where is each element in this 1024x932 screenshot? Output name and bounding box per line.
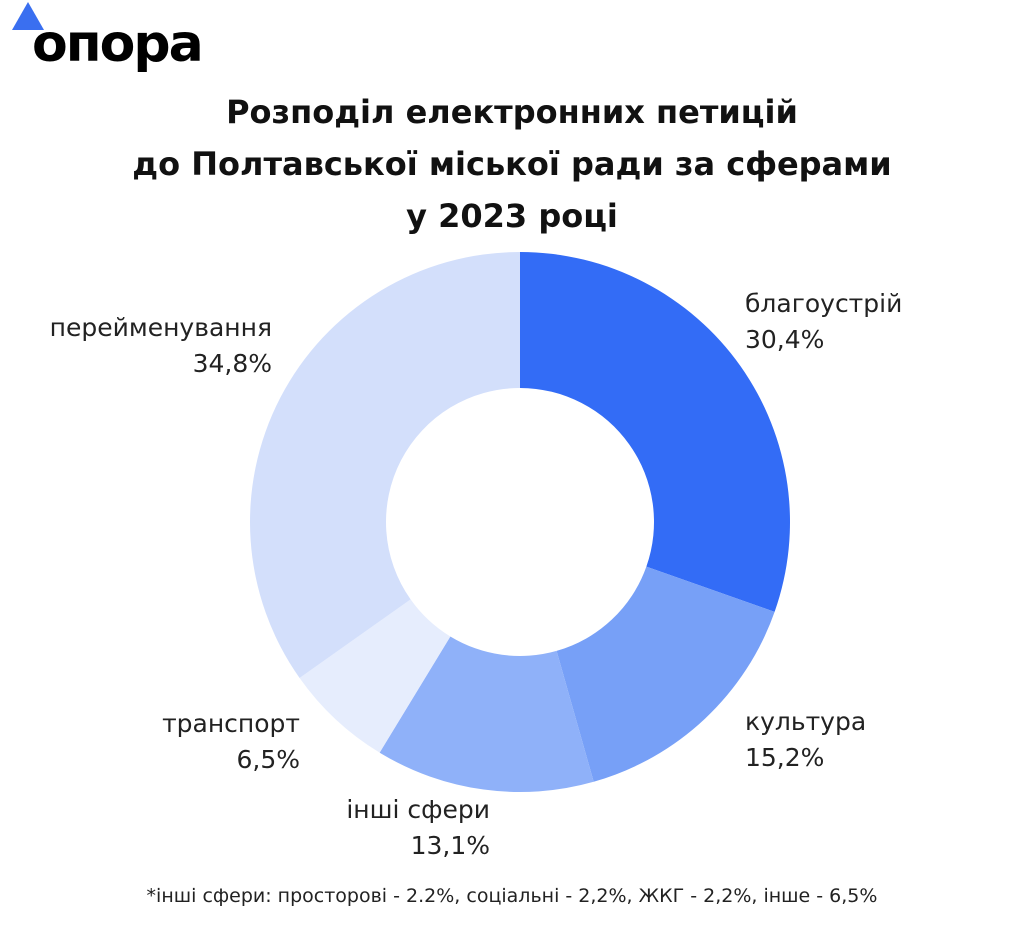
- slice-label-text: благоустрій: [745, 289, 903, 318]
- slice-label-blagoustrii: благоустрій 30,4%: [745, 286, 902, 358]
- slice-label-text: інші сфери: [346, 795, 490, 824]
- donut-slice-транспорт: [299, 599, 451, 753]
- slice-value-label: 13,1%: [410, 831, 490, 860]
- slice-value-label: 15,2%: [745, 743, 825, 772]
- slice-value-label: 6,5%: [236, 745, 300, 774]
- logo: опора: [32, 14, 204, 74]
- donut-slice-інші-сфери: [379, 636, 594, 792]
- slice-label-transport: транспорт 6,5%: [100, 706, 300, 778]
- slice-value-label: 30,4%: [745, 325, 825, 354]
- slice-label-text: транспорт: [162, 709, 300, 738]
- title-line-1: Розподіл електронних петицій: [226, 93, 798, 131]
- logo-triangle-icon: [12, 2, 44, 30]
- slice-label-pereimenuvannia: перейменування 34,8%: [20, 310, 272, 382]
- footnote: *інші сфери: просторові - 2.2%, соціальн…: [146, 885, 878, 907]
- title-line-3: у 2023 році: [406, 197, 618, 235]
- title-line-2: до Полтавської міської ради за сферами: [132, 145, 892, 183]
- donut-slice-благоустрій: [520, 252, 790, 612]
- slice-label-text: перейменування: [49, 313, 272, 342]
- donut-slice-культура: [556, 566, 775, 782]
- slice-label-inshi: інші сфери 13,1%: [300, 792, 490, 864]
- chart-title: Розподіл електронних петицій до Полтавсь…: [0, 86, 1024, 242]
- slice-label-kultura: культура 15,2%: [745, 704, 866, 776]
- slice-value-label: 34,8%: [192, 349, 272, 378]
- slice-label-text: культура: [745, 707, 867, 736]
- donut-slice-перейменування: [250, 252, 521, 678]
